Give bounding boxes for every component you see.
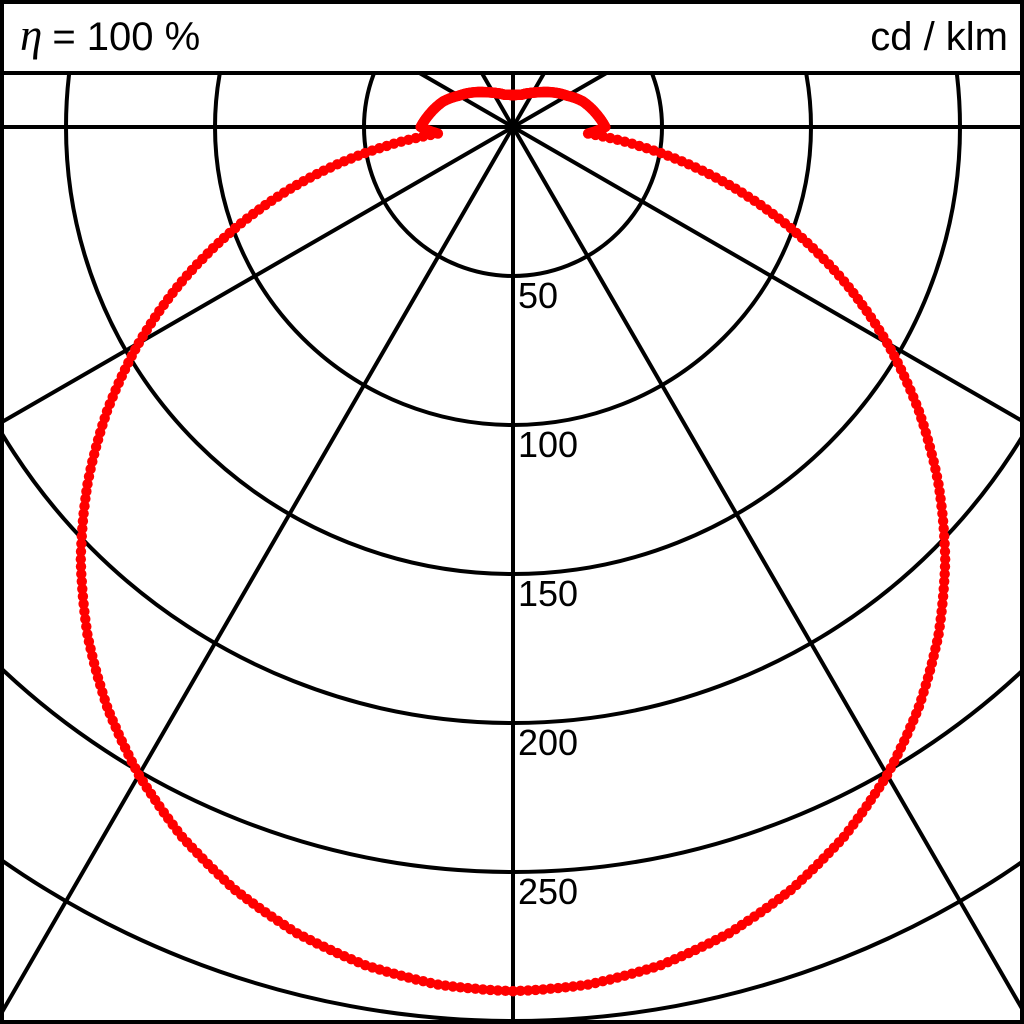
intensity-curve-dot — [75, 554, 87, 565]
intensity-curve-dot — [522, 985, 534, 996]
intensity-curve-dot — [939, 561, 951, 572]
intensity-curve-dot — [939, 538, 950, 549]
intensity-curve-dot — [939, 576, 950, 587]
intensity-curve-dot — [75, 561, 87, 572]
intensity-curve-dot — [81, 621, 92, 632]
intensity-curve-dot — [82, 629, 93, 640]
intensity-curve-dot — [933, 629, 944, 640]
intensity-curve-dot — [507, 986, 519, 997]
intensity-curve-dot — [77, 583, 88, 595]
intensity-curve-dot — [455, 982, 466, 993]
radial-tick-label: 100 — [518, 424, 578, 465]
intensity-curve-dot — [552, 982, 564, 994]
radial-tick-label: 250 — [518, 871, 578, 912]
intensity-curve-dot — [507, 89, 519, 101]
intensity-curve-dot — [79, 606, 90, 617]
intensity-curve-dot — [939, 568, 950, 580]
intensity-curve-dot — [76, 538, 87, 549]
intensity-curve-dot — [462, 982, 474, 994]
intensity-curve-dot — [939, 531, 950, 542]
intensity-curve-dot — [937, 515, 949, 527]
radial-tick-label: 50 — [518, 275, 558, 316]
radial-tick-label: 200 — [518, 722, 578, 763]
intensity-curve-dot — [477, 984, 489, 995]
intensity-curve-dot — [937, 591, 949, 602]
intensity-curve-dot — [76, 568, 87, 580]
intensity-curve-dot — [940, 554, 951, 565]
intensity-curve-dot — [76, 531, 88, 542]
intensity-curve-dot — [939, 546, 951, 557]
intensity-curve-dot — [77, 591, 89, 602]
luminous-intensity-curve — [75, 86, 951, 997]
efficiency-label: η = 100 % — [20, 10, 200, 60]
units-label: cd / klm — [870, 15, 1008, 59]
intensity-curve-dot — [938, 523, 949, 534]
intensity-curve-dot — [78, 598, 89, 610]
intensity-curve-dot — [77, 515, 89, 527]
intensity-curve-dot — [75, 546, 87, 557]
intensity-curve-dot — [537, 984, 549, 995]
intensity-curve-dot — [485, 984, 496, 996]
intensity-curve-dot — [515, 985, 526, 996]
intensity-curve-dot — [936, 606, 947, 617]
intensity-curve-dot — [934, 621, 945, 632]
intensity-curve-dot — [937, 598, 948, 610]
intensity-curve-dot — [500, 985, 511, 996]
intensity-curve-dot — [77, 523, 88, 534]
intensity-curve-dot — [492, 985, 504, 996]
intensity-curve-dot — [560, 982, 571, 993]
radial-tick-labels: 50 100 150 200 250 — [518, 275, 578, 912]
intensity-curve-dot — [76, 576, 88, 587]
intensity-curve-dot — [938, 583, 949, 595]
intensity-curve-dot — [530, 984, 541, 996]
intensity-curve-dot — [545, 983, 556, 994]
radial-tick-label: 150 — [518, 573, 578, 614]
intensity-curve-dot — [470, 983, 481, 994]
